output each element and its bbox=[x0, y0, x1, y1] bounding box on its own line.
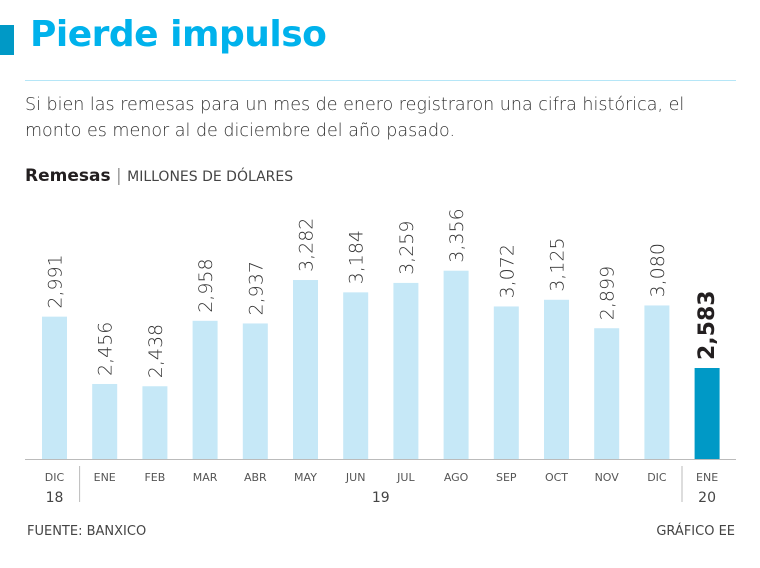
data-label: 2,456 bbox=[95, 322, 117, 376]
data-label: 2,899 bbox=[597, 266, 619, 320]
x-tick-label: MAY bbox=[294, 471, 317, 484]
x-tick-label: ENE bbox=[94, 471, 116, 484]
x-tick-label: FEB bbox=[144, 471, 165, 484]
x-tick-label: NOV bbox=[595, 471, 620, 484]
x-tick-label: OCT bbox=[545, 471, 568, 484]
bar bbox=[493, 306, 519, 459]
chart-unit: MILLONES DE DÓLARES bbox=[127, 169, 294, 185]
data-label: 2,991 bbox=[45, 254, 67, 308]
page-title: Pierde impulso bbox=[30, 14, 327, 55]
bar bbox=[644, 305, 670, 459]
year-label: 19 bbox=[372, 490, 390, 506]
bar bbox=[443, 270, 469, 459]
data-label: 3,125 bbox=[547, 237, 569, 291]
x-tick-label: ENE bbox=[696, 471, 718, 484]
bar bbox=[343, 292, 369, 459]
year-label: 20 bbox=[698, 490, 716, 506]
title-divider bbox=[25, 80, 736, 81]
bar bbox=[594, 328, 620, 459]
data-label: 3,356 bbox=[446, 208, 468, 262]
credit-note: GRÁFICO EE bbox=[656, 524, 735, 539]
data-label: 3,072 bbox=[496, 244, 518, 298]
bar bbox=[694, 368, 720, 459]
x-tick-label: ABR bbox=[244, 471, 267, 484]
bar bbox=[242, 323, 268, 459]
x-tick-label: JUN bbox=[345, 471, 366, 484]
data-label: 3,080 bbox=[647, 243, 669, 297]
data-label: 2,937 bbox=[245, 261, 267, 315]
bar bbox=[293, 280, 318, 459]
data-label: 3,184 bbox=[346, 230, 368, 284]
source-note: FUENTE: BANXICO bbox=[27, 524, 147, 539]
bar bbox=[42, 316, 67, 459]
data-label: 2,958 bbox=[195, 258, 217, 312]
year-label: 18 bbox=[46, 490, 64, 506]
data-label: 2,438 bbox=[145, 324, 167, 378]
bar bbox=[192, 320, 218, 459]
x-tick-label: DIC bbox=[45, 471, 65, 484]
data-label: 3,282 bbox=[296, 218, 318, 272]
subtitle: Si bien las remesas para un mes de enero… bbox=[25, 95, 685, 141]
data-label: 2,583 bbox=[695, 290, 720, 360]
data-label: 3,259 bbox=[396, 221, 418, 275]
x-tick-label: SEP bbox=[496, 471, 517, 484]
chart-heading: Remesas | MILLONES DE DÓLARES bbox=[25, 166, 294, 186]
bar bbox=[393, 282, 419, 459]
x-tick-label: JUL bbox=[396, 471, 415, 484]
x-tick-label: DIC bbox=[647, 471, 667, 484]
chart-title: Remesas bbox=[25, 166, 111, 186]
bar bbox=[142, 386, 168, 459]
bar bbox=[544, 299, 569, 459]
title-accent-bar bbox=[0, 25, 14, 55]
bar bbox=[92, 383, 118, 459]
x-tick-label: AGO bbox=[444, 471, 469, 484]
x-tick-label: MAR bbox=[193, 471, 218, 484]
